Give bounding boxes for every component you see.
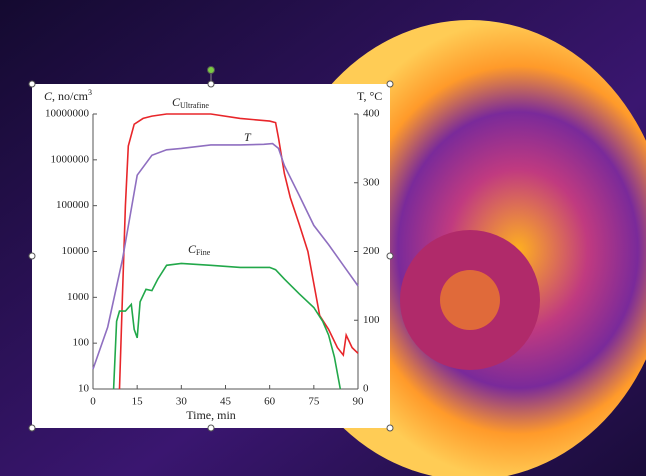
y2-tick-label: 300 xyxy=(363,176,380,188)
y2-tick-label: 100 xyxy=(363,314,380,326)
y-tick-label: 100 xyxy=(73,337,90,349)
x-tick-label: 75 xyxy=(308,396,320,408)
chart: 10 100 1000 10000 100000 1000000 10000000 0 100 2… xyxy=(44,88,382,422)
x-tick-label: 30 xyxy=(176,396,188,408)
series-line xyxy=(92,142,359,370)
label-tail: Ultrafine xyxy=(180,101,209,110)
y-tick-label: 10 xyxy=(78,383,90,395)
series-label: CFine xyxy=(188,242,211,257)
series-line xyxy=(112,262,342,390)
rotate-handle[interactable] xyxy=(207,66,215,74)
x-tick-label: 60 xyxy=(264,396,276,408)
thermal-center xyxy=(440,270,500,330)
y2-tick-label: 200 xyxy=(363,245,380,257)
series-line xyxy=(118,113,359,390)
label-mid: , no/cm xyxy=(52,89,89,103)
x-tick-label: 90 xyxy=(353,396,365,408)
y-axis-label: C, no/cm3 xyxy=(44,88,92,103)
resize-handle[interactable] xyxy=(28,424,36,432)
y-tick-label: 1000 xyxy=(67,291,90,303)
y-tick-label: 10000000 xyxy=(45,108,90,120)
series-label: T xyxy=(244,130,252,144)
y2-tick-label: 400 xyxy=(363,108,380,120)
label-tail: Fine xyxy=(196,248,211,257)
resize-handle[interactable] xyxy=(386,80,394,88)
y2-tick-label: 0 xyxy=(363,383,369,395)
chart-box[interactable] xyxy=(32,84,390,428)
resize-handle[interactable] xyxy=(207,424,215,432)
label-symbol: C xyxy=(172,95,181,109)
label-tail: 3 xyxy=(88,88,92,97)
label-symbol: T xyxy=(244,130,252,144)
resize-handle[interactable] xyxy=(386,424,394,432)
y-tick-label: 1000000 xyxy=(51,153,90,165)
x-tick-label: 0 xyxy=(90,396,96,408)
y2-axis-label: T, °C xyxy=(357,89,382,103)
y-tick-label: 100000 xyxy=(56,199,90,211)
x-tick-label: 45 xyxy=(220,396,232,408)
y-tick-label: 10000 xyxy=(62,245,90,257)
series-label: CUltrafine xyxy=(172,95,209,110)
label-symbol: C xyxy=(188,242,197,256)
resize-handle[interactable] xyxy=(386,252,394,260)
label-symbol: C xyxy=(44,89,53,103)
resize-handle[interactable] xyxy=(28,80,36,88)
resize-handle[interactable] xyxy=(207,80,215,88)
resize-handle[interactable] xyxy=(28,252,36,260)
selection-handles xyxy=(28,66,394,432)
x-axis-label: Time, min xyxy=(186,408,236,422)
x-tick-label: 15 xyxy=(132,396,144,408)
